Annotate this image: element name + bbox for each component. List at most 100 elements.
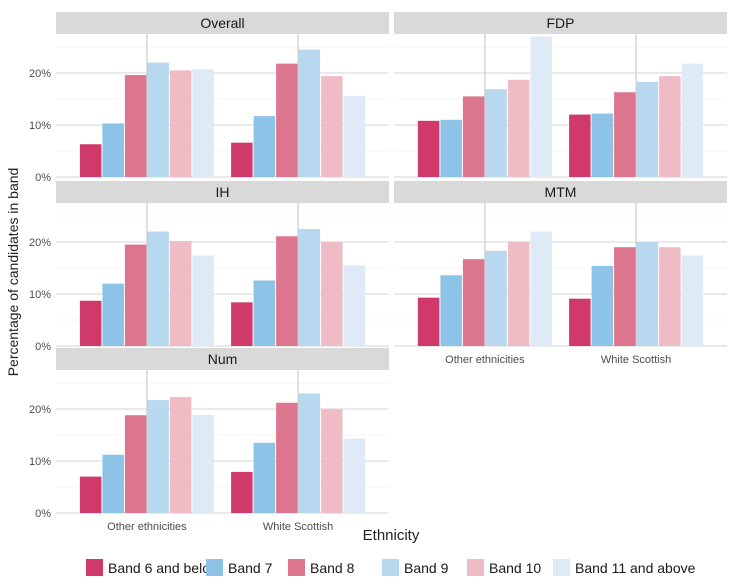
bar <box>231 302 253 346</box>
legend-item: Band 7 <box>206 559 273 576</box>
legend-item: Band 9 <box>382 559 449 576</box>
y-tick-label: 20% <box>29 68 51 80</box>
bar <box>681 255 704 346</box>
bar <box>169 70 192 177</box>
bar <box>569 298 591 346</box>
bar <box>681 63 704 177</box>
bar <box>253 280 276 346</box>
bar <box>276 402 298 513</box>
bar <box>507 241 530 346</box>
legend-label: Band 11 and above <box>575 560 696 576</box>
bar <box>192 414 214 513</box>
x-tick-label: Other ethnicities <box>445 354 525 366</box>
y-axis-title: Percentage of candidates in band <box>5 168 21 377</box>
bar <box>659 76 681 177</box>
legend-swatch <box>382 559 399 576</box>
bar <box>417 120 440 177</box>
facet-strip <box>394 181 727 203</box>
bar <box>298 49 321 177</box>
legend-item: Band 11 and above <box>553 559 696 576</box>
bar <box>124 75 147 177</box>
bar <box>147 62 169 177</box>
facet-strip <box>56 348 389 370</box>
bar <box>253 116 276 177</box>
y-tick-label: 10% <box>29 289 51 301</box>
bar <box>276 236 298 346</box>
bar <box>79 144 102 177</box>
y-tick-label: 20% <box>29 404 51 416</box>
facet-strip <box>394 12 727 34</box>
bar <box>636 81 659 177</box>
bar <box>485 250 507 346</box>
facet-strip <box>56 181 389 203</box>
facet-title: IH <box>216 184 230 200</box>
y-tick-label: 10% <box>29 120 51 132</box>
bar <box>636 242 659 346</box>
bar <box>530 231 552 346</box>
legend-swatch <box>86 559 103 576</box>
x-axis-title: Ethnicity <box>363 527 420 544</box>
bar <box>169 397 192 513</box>
y-tick-label: 0% <box>35 341 51 353</box>
bar <box>440 275 462 346</box>
bar <box>321 409 343 513</box>
bar <box>485 89 507 177</box>
facet-panel: IH 0% 10% 20% <box>29 181 389 353</box>
x-tick-label: Other ethnicities <box>107 521 187 533</box>
bar <box>124 415 147 513</box>
facet-panel: Num 0% 10% 20% Other ethnicities White Scotti… <box>29 348 389 533</box>
facet-panel: Overall 0% 10% 20% <box>29 12 389 184</box>
facet-panel: FDP <box>394 12 727 178</box>
bar <box>343 265 366 346</box>
bar <box>530 36 552 177</box>
bar <box>343 438 366 513</box>
bar <box>253 442 276 513</box>
bar <box>343 95 366 177</box>
bar <box>462 96 485 177</box>
legend-swatch <box>206 559 223 576</box>
y-tick-label: 10% <box>29 456 51 468</box>
legend-swatch <box>467 559 484 576</box>
bar <box>192 69 214 177</box>
facet-title: Overall <box>200 15 244 31</box>
legend-label: Band 6 and below <box>108 560 221 576</box>
bar <box>591 113 614 177</box>
legend-label: Band 9 <box>404 560 449 576</box>
legend-swatch <box>553 559 570 576</box>
bar <box>507 79 530 177</box>
bar <box>462 259 485 346</box>
bar <box>147 400 169 513</box>
legend-label: Band 10 <box>489 560 541 576</box>
bar <box>440 119 462 177</box>
legend-item: Band 6 and below <box>86 559 221 576</box>
bar <box>124 244 147 346</box>
bar <box>102 123 124 177</box>
bar <box>192 255 214 346</box>
facet-strip <box>56 12 389 34</box>
facet-title: MTM <box>545 184 577 200</box>
bar <box>147 231 169 346</box>
bar <box>569 114 591 177</box>
bar <box>659 247 681 346</box>
legend-label: Band 7 <box>228 560 273 576</box>
bar <box>298 393 321 513</box>
bar <box>321 242 343 346</box>
bar <box>276 63 298 177</box>
legend-item: Band 10 <box>467 559 541 576</box>
y-tick-label: 20% <box>29 237 51 249</box>
bar <box>614 92 636 177</box>
legend-swatch <box>288 559 305 576</box>
legend-label: Band 8 <box>310 560 355 576</box>
facet-panel: MTM Other ethnicities White Scottish <box>394 181 727 366</box>
x-tick-label: White Scottish <box>601 354 671 366</box>
bar <box>231 142 253 177</box>
x-tick-label: White Scottish <box>263 521 333 533</box>
bar <box>417 297 440 346</box>
facet-title: FDP <box>547 15 575 31</box>
bar <box>298 229 321 346</box>
bar <box>231 471 253 513</box>
facet-title: Num <box>208 351 238 367</box>
bar <box>102 454 124 513</box>
bar <box>321 76 343 177</box>
